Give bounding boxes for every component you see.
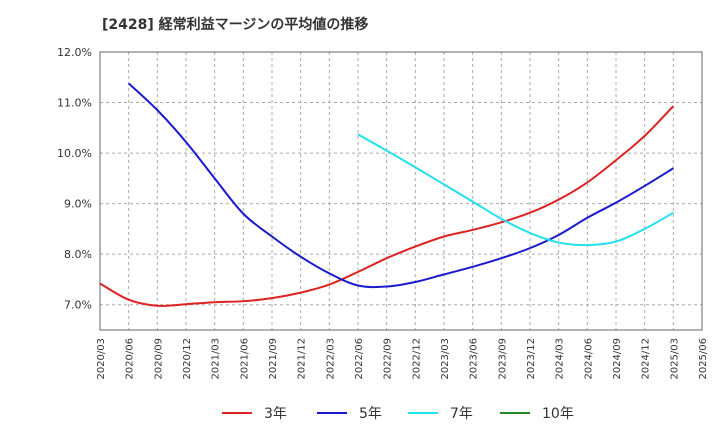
x-tick-label: 2023/06 xyxy=(469,338,480,380)
y-tick-label: 7.0% xyxy=(64,299,92,312)
legend-label: 3年 xyxy=(264,406,287,422)
x-tick-label: 2023/12 xyxy=(526,338,537,380)
legend-label: 5年 xyxy=(359,406,382,422)
x-tick-label: 2024/12 xyxy=(641,338,652,380)
x-axis: 2020/03 2020/06 2020/09 2020/12 2021/03 2021/… xyxy=(96,338,709,380)
y-tick-label: 12.0% xyxy=(57,46,92,59)
x-tick-label: 2023/09 xyxy=(497,338,508,380)
y-tick-label: 11.0% xyxy=(57,97,92,110)
plot-border xyxy=(99,51,703,331)
grid xyxy=(99,51,703,330)
y-axis: 12.0% 11.0% 10.0% 9.0% 8.0% 7.0% xyxy=(57,46,92,312)
legend-label: 10年 xyxy=(542,406,574,422)
legend-label: 7年 xyxy=(450,406,473,422)
x-tick-label: 2020/12 xyxy=(182,338,193,380)
legend: 3年 5年 7年 10年 xyxy=(222,406,574,422)
x-tick-label: 2020/06 xyxy=(125,338,136,380)
x-tick-label: 2022/09 xyxy=(383,338,394,380)
series-line-0 xyxy=(99,105,675,307)
x-tick-label: 2022/12 xyxy=(411,338,422,380)
x-tick-label: 2024/03 xyxy=(555,338,566,380)
plot-area-border xyxy=(99,51,703,331)
chart-title: [2428] 経常利益マージンの平均値の推移 xyxy=(102,17,369,33)
x-tick-label: 2021/06 xyxy=(239,338,250,380)
series-line-1 xyxy=(127,82,674,289)
x-tick-label: 2020/03 xyxy=(96,338,107,380)
series-lines xyxy=(99,82,675,307)
x-tick-label: 2021/09 xyxy=(268,338,279,380)
x-tick-label: 2024/09 xyxy=(612,338,623,380)
x-tick-label: 2020/09 xyxy=(153,338,164,380)
x-tick-label: 2025/03 xyxy=(669,338,680,380)
y-tick-label: 8.0% xyxy=(64,248,92,261)
y-tick-label: 9.0% xyxy=(64,198,92,211)
x-tick-label: 2021/03 xyxy=(211,338,222,380)
x-tick-label: 2022/03 xyxy=(325,338,336,380)
series-line-2 xyxy=(357,133,674,247)
x-tick-label: 2022/06 xyxy=(354,338,365,380)
x-tick-label: 2024/06 xyxy=(583,338,594,380)
x-tick-label: 2025/06 xyxy=(698,338,709,380)
y-tick-label: 10.0% xyxy=(57,147,92,160)
x-tick-label: 2021/12 xyxy=(297,338,308,380)
x-tick-label: 2023/03 xyxy=(440,338,451,380)
